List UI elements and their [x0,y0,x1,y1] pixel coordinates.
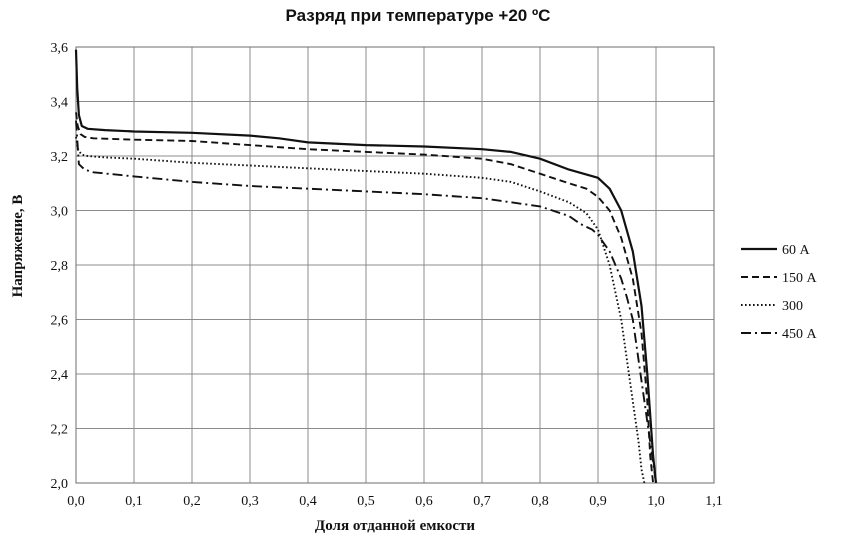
series-line-1 [74,49,658,484]
series [74,49,658,484]
series-line-2 [75,112,655,484]
x-tick-label: 0,6 [415,494,433,509]
x-axis-ticks: 0,0 0,1 0,2 0,3 0,4 0,5 0,6 0,7 0,8 0,9 1,0 1,1 [67,494,723,509]
y-tick-label: 3,2 [51,150,69,165]
y-axis-ticks: 2,0 2,2 2,4 2,6 2,8 3,0 3,2 3,4 3,6 [51,41,69,492]
chart-title: Разряд при температуре +20 ºС [286,6,551,25]
x-tick-label: 0,3 [241,494,259,509]
legend-label-4: 450 А [782,327,818,342]
series-line-3 [75,136,646,484]
legend-label-1: 60 А [782,243,811,258]
y-tick-label: 3,0 [51,205,69,220]
y-tick-label: 2,4 [51,368,69,383]
x-tick-label: 0,7 [473,494,491,509]
y-axis-label: Напряжение, В [10,195,26,298]
x-axis-label: Доля отданной емкости [315,518,475,534]
y-tick-label: 3,4 [51,96,69,111]
legend-label-3: 300 [782,299,803,314]
grid [75,46,715,484]
x-tick-label: 0,9 [589,494,607,509]
y-tick-label: 2,8 [51,259,69,274]
x-tick-label: 0,1 [125,494,143,509]
legend-label-2: 150 А [782,271,818,286]
x-tick-label: 0,8 [531,494,549,509]
y-tick-label: 2,2 [51,423,69,438]
x-tick-label: 1,1 [705,494,723,509]
x-tick-label: 0,4 [299,494,317,509]
y-tick-label: 2,6 [51,314,69,329]
series-line-4 [75,120,657,484]
x-tick-label: 1,0 [647,494,665,509]
x-tick-label: 0,0 [67,494,85,509]
x-tick-label: 0,5 [357,494,375,509]
x-tick-label: 0,2 [183,494,201,509]
y-tick-label: 2,0 [51,477,69,492]
plot-frame [75,46,715,484]
y-tick-label: 3,6 [51,41,69,56]
legend: 60 А 150 А 300 450 А [741,243,818,342]
